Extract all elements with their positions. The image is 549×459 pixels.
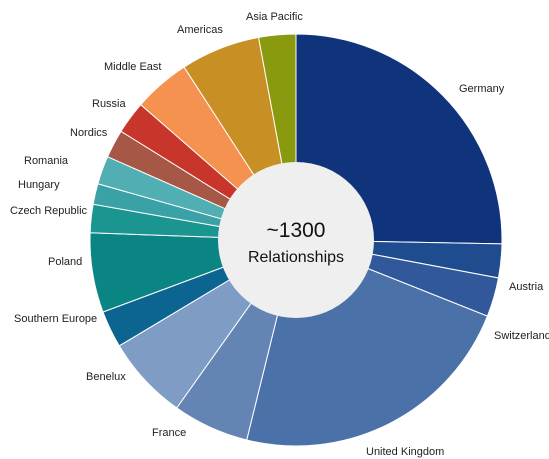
label-russia: Russia (92, 98, 127, 110)
label-united-kingdom: United Kingdom (366, 446, 444, 458)
label-middle-east: Middle East (104, 61, 161, 73)
center-value: ~1300 (267, 219, 326, 242)
label-poland: Poland (48, 256, 82, 268)
label-nordics: Nordics (70, 127, 108, 139)
label-austria: Austria (509, 281, 544, 293)
center-label: Relationships (248, 249, 344, 266)
slice-labels: Germany Austria Switzerland United Kingdom F… (10, 11, 549, 458)
label-americas: Americas (177, 24, 223, 36)
label-germany: Germany (459, 83, 505, 95)
label-hungary: Hungary (18, 179, 60, 191)
label-france: France (152, 427, 186, 439)
label-southern-europe: Southern Europe (14, 313, 97, 325)
label-asia-pacific: Asia Pacific (246, 11, 303, 23)
label-romania: Romania (24, 155, 69, 167)
label-benelux: Benelux (86, 371, 126, 383)
center-disc (218, 162, 374, 318)
label-czech-republic: Czech Republic (10, 205, 88, 217)
label-switzerland: Switzerland (494, 330, 549, 342)
